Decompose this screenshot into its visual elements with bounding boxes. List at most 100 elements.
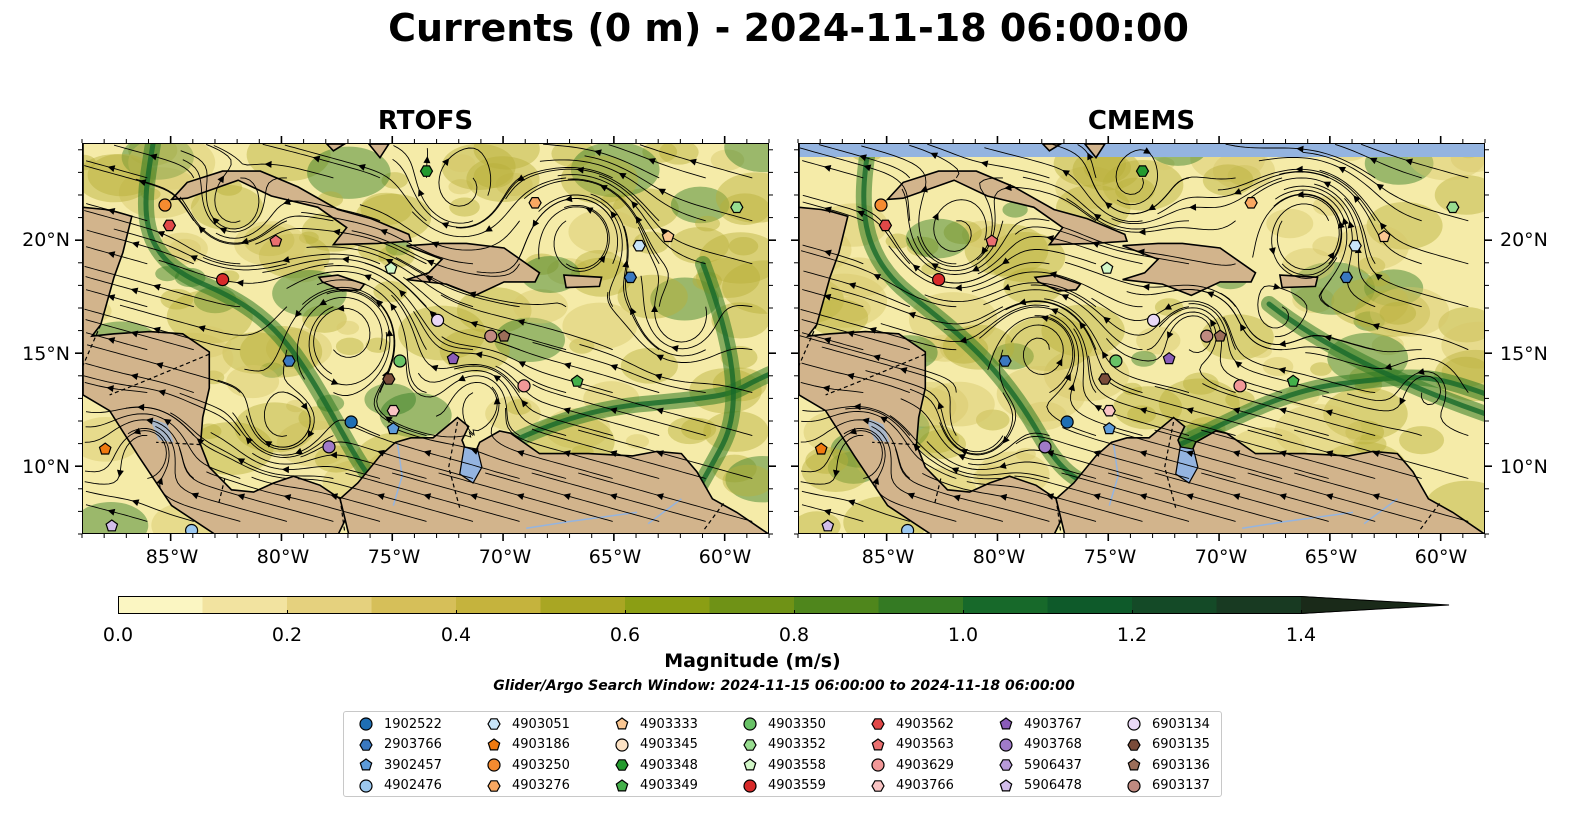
rtofs-current-map [83, 144, 768, 533]
legend-label: 6903134 [1152, 716, 1210, 732]
colorbar-bin [1216, 596, 1302, 614]
lat-label-10n-right: 10°N [1500, 456, 1548, 478]
float-marker-4902476 [900, 523, 915, 533]
legend-marker-3902457 [359, 758, 373, 771]
float-marker-4903352 [1446, 201, 1460, 214]
float-marker-4903563 [269, 234, 283, 247]
legend-label: 4903768 [1024, 737, 1082, 752]
float-marker-4903186 [814, 442, 828, 455]
float-marker-6903135 [382, 373, 396, 385]
legend-marker-4903352 [743, 738, 757, 751]
legend-marker-4902476 [359, 778, 373, 793]
float-marker-3902457 [386, 422, 400, 435]
legend-item: 4903349 [614, 776, 698, 796]
legend-label: 5906478 [1024, 778, 1082, 793]
float-marker-1902522 [344, 415, 358, 429]
float-marker-4903562 [878, 219, 893, 232]
legend-marker-4903051 [487, 718, 501, 730]
legend-item: 4903767 [998, 714, 1082, 734]
float-marker-6903136 [1213, 329, 1227, 342]
legend-marker-4903250 [487, 758, 501, 772]
landmass [1083, 144, 1106, 159]
float-marker-6903134 [1146, 313, 1161, 327]
legend-marker-4903629 [871, 758, 885, 772]
legend-item: 4903558 [742, 755, 826, 775]
legend-item: 4903186 [486, 735, 570, 755]
colorbar-tick-1-0: 1.0 [947, 624, 979, 646]
float-marker-4903558 [384, 261, 398, 274]
float-marker-6903136 [497, 329, 511, 342]
float-marker-5906478 [105, 519, 119, 532]
legend-marker-5906478 [999, 778, 1013, 791]
panel-title-rtofs: RTOFS [377, 106, 474, 136]
legend-item: 4903352 [742, 735, 826, 755]
legend-marker-4903348 [615, 759, 629, 771]
legend-item: 4903562 [870, 714, 954, 734]
colorbar-tick-0-4: 0.4 [440, 624, 472, 646]
legend-marker-1902522 [359, 717, 373, 731]
legend-item: 6903137 [1126, 776, 1210, 796]
float-marker-4903349 [570, 374, 584, 387]
float-marker-4903559 [216, 273, 230, 287]
float-marker-6903137 [484, 329, 498, 343]
legend-label: 4903629 [896, 757, 954, 773]
float-marker-6903135 [1098, 373, 1112, 385]
legend-marker-2903766 [359, 738, 373, 751]
legend-item: 3902457 [358, 755, 442, 775]
float-marker-4903350 [1109, 354, 1123, 368]
landmass [325, 144, 347, 152]
legend-marker-4903562 [871, 718, 885, 730]
streamlines [83, 144, 753, 522]
float-marker-5906478 [821, 519, 835, 532]
lon-label-85w-cmems: 85°W [861, 546, 915, 568]
legend-marker-4903276 [487, 779, 501, 792]
float-marker-1902522 [1060, 415, 1074, 429]
lat-label-10n-left: 10°N [22, 456, 70, 478]
legend-item: 4903350 [742, 714, 826, 734]
legend-item: 6903134 [1126, 714, 1210, 734]
float-marker-4903051 [1348, 239, 1362, 252]
legend-label: 4903562 [896, 716, 954, 732]
landmass [169, 170, 413, 246]
float-marker-4903333 [661, 229, 675, 243]
lat-label-15n-left: 15°N [22, 343, 70, 365]
legend-label: 4903250 [512, 757, 570, 773]
colorbar-title: Magnitude (m/s) [664, 650, 841, 672]
float-marker-4903352 [730, 201, 744, 214]
colorbar-tick-0-8: 0.8 [778, 624, 810, 646]
float-marker-4903350 [393, 354, 407, 368]
landmass [885, 170, 1129, 246]
lon-label-80w-rtofs: 80°W [256, 546, 310, 568]
legend-label: 4903350 [768, 716, 826, 732]
float-marker-3902457 [1102, 422, 1116, 435]
lon-label-75w-cmems: 75°W [1083, 546, 1137, 568]
colorbar-bin [794, 596, 879, 614]
legend-item: 4903766 [870, 776, 954, 796]
colorbar-tick-0-2: 0.2 [271, 624, 303, 646]
float-marker-4903348 [1135, 165, 1150, 177]
colorbar-bin [709, 596, 795, 614]
legend-item: 4903559 [742, 776, 826, 796]
colorbar-tick-1-2: 1.2 [1116, 624, 1148, 646]
legend-item: 4903333 [614, 714, 698, 734]
float-marker-4903629 [517, 379, 531, 393]
float-marker-2903766 [623, 271, 638, 284]
float-marker-2903766 [998, 355, 1012, 367]
legend-item: 6903135 [1126, 735, 1210, 755]
landmass [367, 144, 390, 159]
legend-label: 6903135 [1152, 737, 1210, 752]
colorbar-bin [1047, 596, 1133, 614]
legend-marker-4903186 [487, 737, 501, 750]
landmass [1122, 242, 1257, 297]
legend-label: 5906437 [1024, 757, 1082, 773]
legend-item: 4903345 [614, 735, 698, 755]
landmass [562, 274, 603, 289]
colorbar-bin [878, 596, 964, 614]
lon-label-65w-rtofs: 65°W [588, 546, 642, 568]
float-marker-4903333 [1377, 229, 1391, 243]
float-marker-6903137 [1200, 329, 1214, 343]
legend-item: 5906437 [998, 755, 1082, 775]
legend-marker-6903134 [1127, 717, 1141, 731]
float-marker-6903134 [430, 313, 445, 327]
legend-label: 1902522 [384, 716, 442, 732]
